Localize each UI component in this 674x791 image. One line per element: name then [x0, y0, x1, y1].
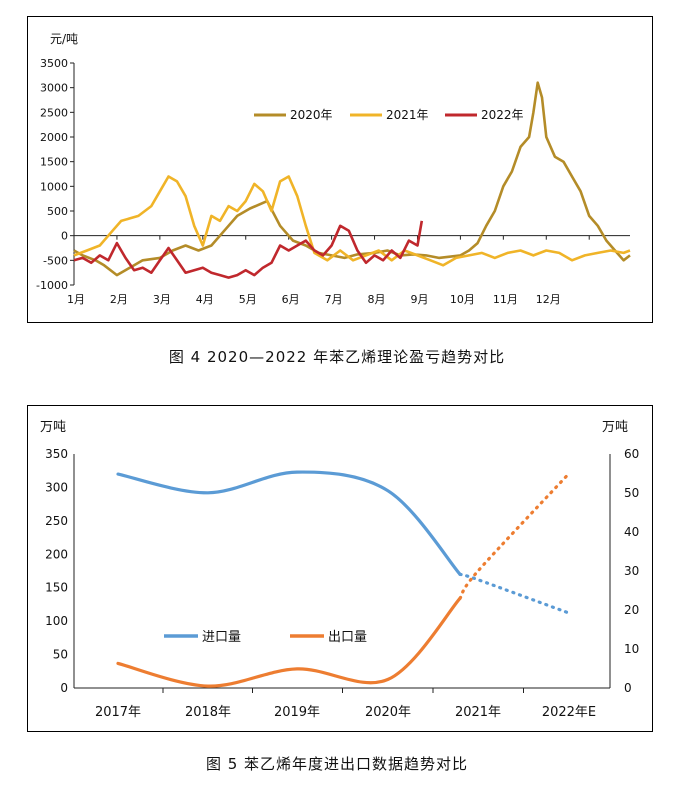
y2-tick-label: 40: [624, 525, 639, 539]
y-tick-label: 3000: [40, 82, 68, 95]
y-tick-label: 1000: [40, 180, 68, 193]
legend-label: 2022年: [481, 108, 524, 122]
x-tick-label: 2019年: [274, 705, 320, 720]
y2-tick-label: 50: [624, 486, 639, 500]
x-tick-label: 1月: [67, 293, 85, 306]
y2-tick-label: 30: [624, 564, 639, 578]
legend-label: 出口量: [328, 630, 367, 645]
y-tick-label: -500: [43, 254, 68, 267]
y-tick-label: 100: [45, 614, 68, 628]
y-axis-label: 万吨: [40, 420, 66, 435]
y-tick-label: 2500: [40, 106, 68, 119]
y-tick-label: 500: [47, 205, 68, 218]
y2-tick-label: 20: [624, 603, 639, 617]
y2-axis-label: 万吨: [602, 420, 628, 435]
y-axis-label: 元/吨: [50, 32, 78, 46]
chart1-svg: 3500 3000 2500 2000 1500 1000 500 0 -500 -1000 元/吨…: [36, 32, 631, 306]
x-tick-label: 2018年: [185, 705, 231, 720]
y-tick-label: 3500: [40, 57, 68, 70]
x-tick-label: 2020年: [365, 705, 411, 720]
series-line-2021年: [73, 175, 631, 267]
x-tick-label: 3月: [153, 293, 171, 306]
x-tick-label: 2022年E: [542, 705, 596, 720]
series-line-2022年: [73, 220, 424, 279]
y2-tick-label: 60: [624, 447, 639, 461]
series-projection-出口量: [458, 471, 571, 600]
y-tick-label: 0: [61, 230, 68, 243]
series-line-出口量: [116, 596, 462, 688]
x-tick-label: 7月: [325, 293, 343, 306]
x-tick-label: 12月: [536, 293, 561, 306]
x-tick-label: 4月: [196, 293, 214, 306]
chart1-caption: 图 4 2020—2022 年苯乙烯理论盈亏趋势对比: [168, 348, 506, 366]
x-tick-label: 6月: [282, 293, 300, 306]
x-tick-label: 10月: [450, 293, 475, 306]
y-tick-label: 300: [45, 480, 68, 494]
x-tick-label: 2月: [110, 293, 128, 306]
series-projection-进口量: [458, 572, 571, 615]
legend-label: 2021年: [386, 108, 429, 122]
series-line-进口量: [116, 470, 462, 576]
y-tick-label: 0: [60, 681, 68, 695]
x-tick-label: 5月: [239, 293, 257, 306]
y2-tick-label: 0: [624, 681, 632, 695]
x-tick-label: 8月: [368, 293, 386, 306]
y2-tick-label: 10: [624, 642, 639, 656]
series-line-2020年: [73, 81, 631, 277]
chart2-frame: 350 300 250 200 150 100 50 0 60 50 40 30 20 10 0 万吨 万吨 20…: [27, 405, 653, 732]
y-tick-label: 2000: [40, 131, 68, 144]
y-tick-label: 250: [45, 514, 68, 528]
chart1-frame: 3500 3000 2500 2000 1500 1000 500 0 -500 -1000 元/吨…: [27, 16, 653, 323]
y-tick-label: 350: [45, 447, 68, 461]
y-tick-label: 1500: [40, 156, 68, 169]
chart2-caption: 图 5 苯乙烯年度进出口数据趋势对比: [205, 755, 469, 773]
legend-label: 进口量: [202, 630, 241, 645]
x-tick-label: 9月: [410, 293, 428, 306]
x-tick-label: 2017年: [95, 705, 141, 720]
y-tick-label: 200: [45, 547, 68, 561]
legend-label: 2020年: [290, 108, 333, 122]
x-tick-label: 2021年: [455, 705, 501, 720]
y-tick-label: 150: [45, 581, 68, 595]
x-tick-label: 11月: [493, 293, 518, 306]
y-tick-label: -1000: [36, 279, 68, 292]
y-tick-label: 50: [53, 648, 68, 662]
